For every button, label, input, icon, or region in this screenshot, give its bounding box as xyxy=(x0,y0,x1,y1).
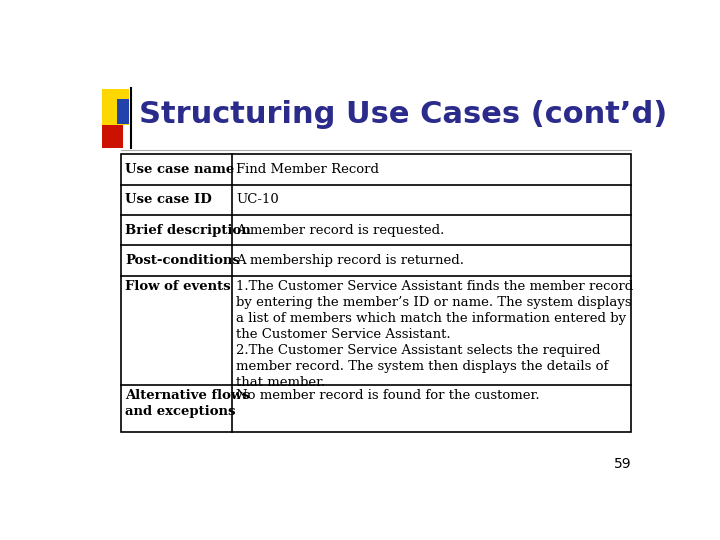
Text: Alternative flows
and exceptions: Alternative flows and exceptions xyxy=(125,389,250,418)
Text: UC-10: UC-10 xyxy=(236,193,279,206)
Text: Brief description: Brief description xyxy=(125,224,251,237)
Text: A membership record is returned.: A membership record is returned. xyxy=(236,254,464,267)
Bar xyxy=(102,89,129,125)
Text: Use case name: Use case name xyxy=(125,163,235,176)
Text: 59: 59 xyxy=(613,457,631,471)
Bar xyxy=(117,99,129,124)
Text: A member record is requested.: A member record is requested. xyxy=(236,224,445,237)
Text: Structuring Use Cases (cont’d): Structuring Use Cases (cont’d) xyxy=(139,100,667,129)
Text: No member record is found for the customer.: No member record is found for the custom… xyxy=(236,389,540,402)
Text: Use case ID: Use case ID xyxy=(125,193,212,206)
Text: 1.The Customer Service Assistant finds the member record
by entering the member’: 1.The Customer Service Assistant finds t… xyxy=(236,280,634,389)
Bar xyxy=(121,154,631,431)
Text: Post-conditions: Post-conditions xyxy=(125,254,240,267)
Text: Find Member Record: Find Member Record xyxy=(236,163,379,176)
Bar xyxy=(102,124,124,148)
Text: Flow of events: Flow of events xyxy=(125,280,231,293)
